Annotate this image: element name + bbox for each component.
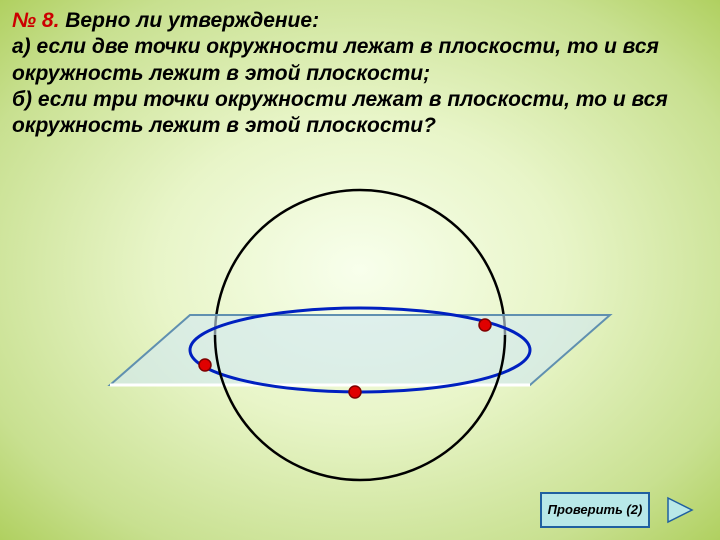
plane: [110, 315, 610, 385]
play-icon: [664, 496, 696, 524]
question-number: № 8.: [12, 9, 59, 32]
point-marker: [479, 319, 491, 331]
check-button[interactable]: Проверить (2): [540, 492, 650, 528]
question-part-a: а) если две точки окружности лежат в пло…: [12, 35, 659, 84]
point-marker: [349, 386, 361, 398]
sphere-circle-back: [215, 190, 505, 335]
geometry-diagram: [80, 180, 640, 490]
content: № 8. Верно ли утверждение: а) если две т…: [0, 0, 720, 139]
question-part-b: б) если три точки окружности лежат в пло…: [12, 88, 668, 137]
point-marker: [199, 359, 211, 371]
check-button-label: Проверить (2): [548, 503, 643, 517]
question-intro: Верно ли утверждение:: [65, 9, 319, 32]
next-button[interactable]: [664, 496, 696, 524]
question-block: № 8. Верно ли утверждение: а) если две т…: [0, 0, 720, 139]
